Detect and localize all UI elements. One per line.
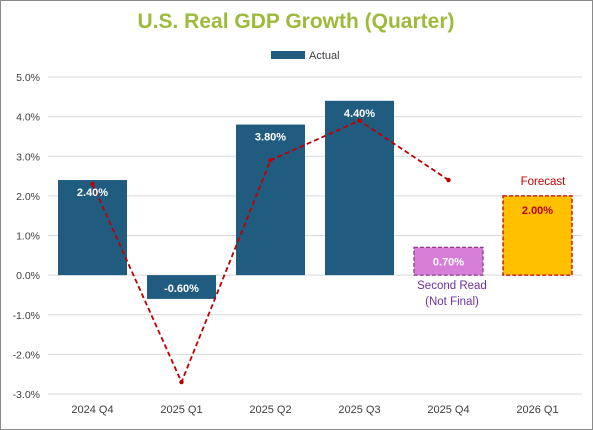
x-category-label: 2025 Q4 bbox=[427, 404, 469, 416]
trend-line-point bbox=[90, 181, 95, 187]
data-label: 0.70% bbox=[433, 256, 464, 268]
y-tick-label: 1.0% bbox=[16, 231, 40, 243]
bar-2026-q1 bbox=[502, 195, 573, 276]
y-tick-label: 3.0% bbox=[16, 151, 40, 163]
forecast-annotation: Forecast bbox=[521, 176, 567, 188]
trend-line-point bbox=[179, 379, 184, 385]
trend-line-point bbox=[357, 118, 362, 123]
x-category-label: 2025 Q1 bbox=[160, 404, 202, 416]
y-tick-label: 0.0% bbox=[16, 270, 40, 282]
y-tick-label: 2.0% bbox=[16, 191, 40, 203]
data-label: 2.40% bbox=[77, 187, 108, 199]
y-tick-label: -3.0% bbox=[13, 389, 40, 401]
x-category-label: 2026 Q1 bbox=[516, 404, 558, 416]
y-tick-label: 5.0% bbox=[16, 72, 40, 84]
second-read-annotation-line1: Second Read bbox=[417, 280, 487, 292]
bar-2025-q1 bbox=[147, 275, 216, 299]
annotations: Forecast Second Read (Not Final) bbox=[417, 176, 566, 308]
x-category-label: 2024 Q4 bbox=[71, 404, 113, 416]
legend: Actual bbox=[271, 50, 340, 62]
trend-line-point bbox=[446, 177, 451, 183]
y-tick-label: -1.0% bbox=[13, 310, 40, 322]
trend-line bbox=[90, 118, 451, 385]
gridlines bbox=[48, 76, 582, 395]
data-label: 4.40% bbox=[344, 108, 375, 120]
data-label: 2.00% bbox=[522, 205, 553, 217]
bars bbox=[58, 100, 573, 299]
bar-2024-q4 bbox=[58, 180, 127, 276]
y-tick-label: -2.0% bbox=[13, 349, 40, 361]
data-label: -0.60% bbox=[164, 283, 199, 295]
trend-line-point bbox=[268, 158, 273, 163]
x-category-label: 2025 Q2 bbox=[249, 404, 291, 416]
y-axis-ticks: -3.0% -2.0% -1.0% 0.0% 1.0% 2.0% 3.0% 4.0% 5.0% bbox=[13, 72, 40, 401]
data-labels: 2.40% -0.60% 3.80% 4.40% 0.70% 2.00% bbox=[77, 108, 553, 295]
y-tick-label: 4.0% bbox=[16, 112, 40, 124]
bar-2025-q2 bbox=[236, 124, 305, 276]
bar-2025-q3 bbox=[325, 100, 394, 276]
x-category-label: 2025 Q3 bbox=[338, 404, 380, 416]
legend-swatch-actual bbox=[271, 51, 305, 59]
bar-2025-q4 bbox=[413, 246, 484, 276]
data-label: 3.80% bbox=[255, 132, 286, 144]
chart-title: U.S. Real GDP Growth (Quarter) bbox=[138, 10, 455, 33]
legend-label-actual: Actual bbox=[309, 50, 340, 62]
x-axis-categories: 2024 Q4 2025 Q1 2025 Q2 2025 Q3 2025 Q4 2026 … bbox=[71, 404, 558, 416]
second-read-annotation-line2: (Not Final) bbox=[425, 296, 479, 308]
